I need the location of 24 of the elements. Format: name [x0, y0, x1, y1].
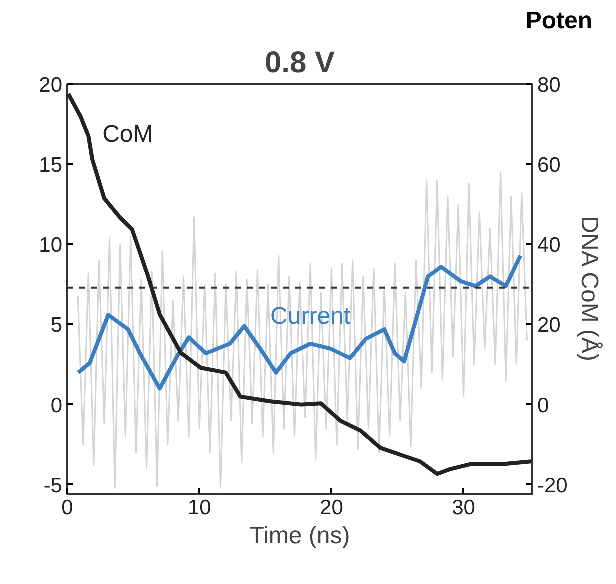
y-tick-label: 0: [50, 394, 63, 418]
y2-tick-label: 0: [538, 394, 550, 418]
y2-tick-label: 80: [538, 74, 561, 97]
y2-tick-label: 60: [538, 154, 561, 178]
y-tick-label: 5: [50, 314, 63, 338]
y-tick-label: 10: [39, 234, 62, 258]
y-tick-label: -5: [44, 474, 63, 498]
x-tick-label: 20: [320, 496, 344, 520]
line-series: [68, 92, 532, 476]
line-series: [76, 254, 523, 391]
y2-tick-label: -20: [538, 474, 568, 498]
x-tick-label: 10: [188, 496, 212, 520]
x-tick-label: 30: [452, 496, 476, 520]
series-label: CoM: [102, 120, 154, 148]
text: Poten: [526, 8, 593, 34]
y-tick-label: 15: [39, 154, 62, 178]
y2-tick-label: 40: [538, 234, 561, 258]
chart-title: 0.8 V: [264, 46, 336, 80]
x-axis-title: Time (ns): [250, 522, 350, 550]
y2-axis-title: DNA CoM (Å): [576, 216, 603, 362]
y2-tick-label: 20: [538, 314, 561, 338]
series-label: Current: [270, 302, 351, 330]
y-tick-label: 20: [39, 74, 62, 97]
line-series: [77, 172, 528, 489]
